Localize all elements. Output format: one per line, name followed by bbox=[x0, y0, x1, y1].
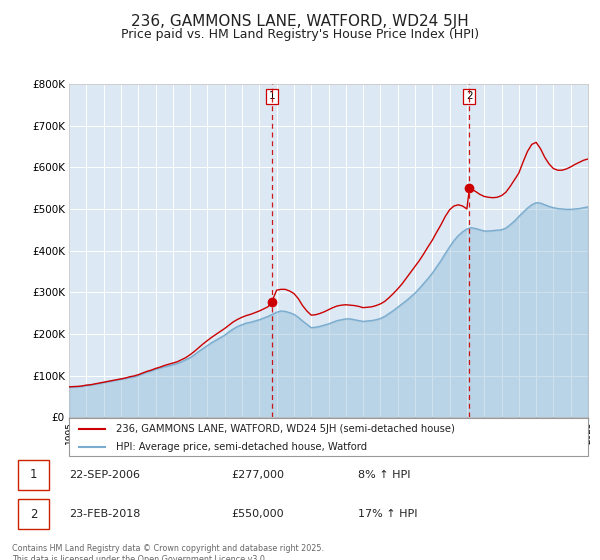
Bar bbox=[18, 499, 49, 529]
Text: 2: 2 bbox=[30, 507, 37, 521]
Text: 8% ↑ HPI: 8% ↑ HPI bbox=[358, 470, 410, 480]
Text: Price paid vs. HM Land Registry's House Price Index (HPI): Price paid vs. HM Land Registry's House … bbox=[121, 28, 479, 41]
Text: 236, GAMMONS LANE, WATFORD, WD24 5JH: 236, GAMMONS LANE, WATFORD, WD24 5JH bbox=[131, 14, 469, 29]
Text: £550,000: £550,000 bbox=[231, 509, 284, 519]
Text: 1: 1 bbox=[268, 91, 275, 101]
Text: 2: 2 bbox=[466, 91, 473, 101]
Text: 1: 1 bbox=[30, 468, 37, 482]
Bar bbox=[18, 460, 49, 490]
Text: 22-SEP-2006: 22-SEP-2006 bbox=[70, 470, 140, 480]
Text: 23-FEB-2018: 23-FEB-2018 bbox=[70, 509, 141, 519]
Text: 17% ↑ HPI: 17% ↑ HPI bbox=[358, 509, 417, 519]
Text: Contains HM Land Registry data © Crown copyright and database right 2025.
This d: Contains HM Land Registry data © Crown c… bbox=[12, 544, 324, 560]
Text: HPI: Average price, semi-detached house, Watford: HPI: Average price, semi-detached house,… bbox=[116, 442, 367, 452]
FancyBboxPatch shape bbox=[69, 418, 588, 456]
Text: 236, GAMMONS LANE, WATFORD, WD24 5JH (semi-detached house): 236, GAMMONS LANE, WATFORD, WD24 5JH (se… bbox=[116, 424, 455, 434]
Text: £277,000: £277,000 bbox=[231, 470, 284, 480]
